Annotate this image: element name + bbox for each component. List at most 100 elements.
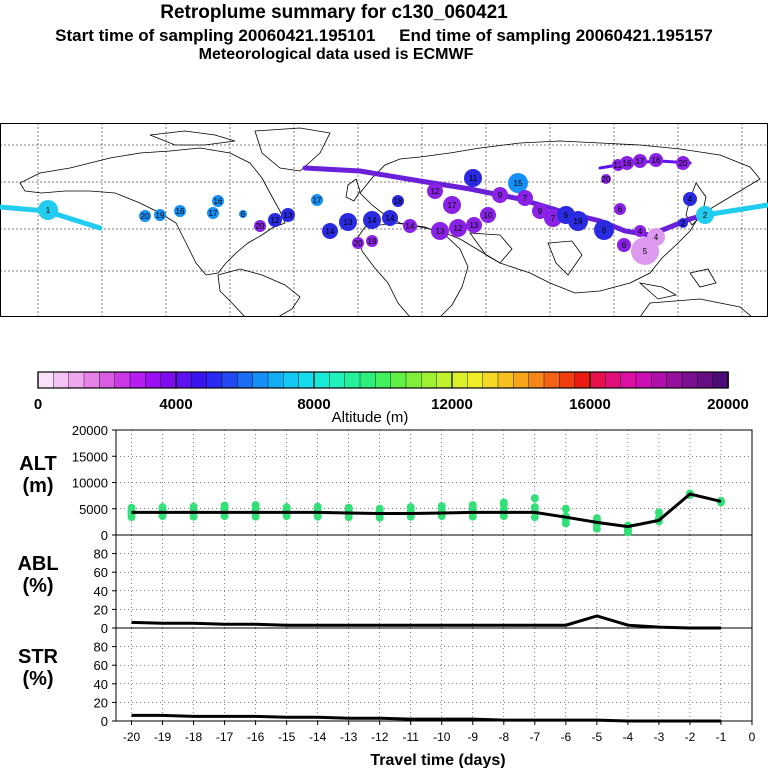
y-tick-label: 0 <box>101 714 108 729</box>
plume-day-label: 14 <box>368 216 377 225</box>
track-cyan-east <box>702 202 768 218</box>
plume-marker-dot <box>649 153 663 167</box>
plume-marker: 17 <box>633 154 647 168</box>
plume-day-label: 6 <box>564 211 569 220</box>
panel-label-alt: (m) <box>22 475 53 497</box>
plume-day-label: 20 <box>602 175 611 184</box>
plume-marker-dot <box>382 210 398 226</box>
plume-day-label: 20 <box>141 212 150 221</box>
x-tick-label: -15 <box>278 730 296 744</box>
plume-marker-dot <box>601 174 611 184</box>
colorbar-cell <box>267 371 285 389</box>
alt-scatter-point <box>654 508 663 517</box>
plume-day-label: 18 <box>394 197 403 206</box>
y-tick-label: 15000 <box>72 449 108 464</box>
colorbar-cell <box>313 371 331 389</box>
plume-day-label: 7 <box>523 194 528 203</box>
alt-scatter-point <box>313 502 322 511</box>
colorbar-cell <box>252 371 269 389</box>
plume-marker-dot <box>139 210 151 222</box>
plume-marker-dot <box>281 208 295 222</box>
alt-scatter-point <box>499 498 508 507</box>
colorbar-cell <box>83 371 101 389</box>
plume-day-label: 1 <box>46 206 51 215</box>
plume-day-label: 6 <box>241 210 246 219</box>
plume-marker: 16 <box>620 156 634 170</box>
colorbar-cell <box>114 371 131 389</box>
plume-day-label: 13 <box>284 211 293 220</box>
plume-marker-dot <box>464 169 482 187</box>
plume-marker-dot <box>392 195 404 207</box>
panel-label-abl: (%) <box>22 575 53 597</box>
plume-marker-dot <box>532 203 548 219</box>
panel-label-str: (%) <box>22 668 53 690</box>
plume-marker: 20 <box>601 174 611 184</box>
plume-day-label: 13 <box>470 221 479 230</box>
x-tick-label: -7 <box>529 730 540 744</box>
colorbar-cell <box>375 371 392 389</box>
x-tick-label: -17 <box>216 730 234 744</box>
colorbar-cell <box>666 371 683 389</box>
plume-marker: 2 <box>696 206 714 224</box>
colorbar-cell <box>497 371 515 389</box>
alt-scatter-point <box>437 502 446 511</box>
colorbar-cell <box>605 371 622 389</box>
plume-marker: 14 <box>382 210 398 226</box>
plume-day-label: 14 <box>326 227 335 236</box>
y-tick-label: 10000 <box>72 476 108 491</box>
colorbar-cell <box>298 371 315 389</box>
x-tick-label: -20 <box>123 730 141 744</box>
x-tick-label: -10 <box>433 730 451 744</box>
plume-marker-dot <box>678 218 688 228</box>
colorbar-cell <box>37 371 55 389</box>
x-tick-label: -11 <box>403 730 420 744</box>
plume-marker: 17 <box>311 194 323 206</box>
plume-marker-dot <box>254 220 266 232</box>
colorbar-cell <box>482 371 499 389</box>
colorbar-cell <box>436 371 453 389</box>
alt-scatter-point <box>375 504 384 513</box>
plume-day-label: 17 <box>636 157 645 166</box>
colorbar-cell <box>451 371 469 389</box>
colorbar-cell <box>344 371 361 389</box>
plume-marker: 4 <box>647 228 665 246</box>
plume-marker-dot <box>449 219 467 237</box>
plume-marker: 2 <box>678 218 688 228</box>
x-tick-label: -1 <box>716 730 727 744</box>
panel-content <box>127 489 725 723</box>
plume-marker: 12 <box>427 183 443 199</box>
plume-day-label: 7 <box>551 214 556 223</box>
colorbar-cell <box>145 371 162 389</box>
x-tick-label: -14 <box>309 730 327 744</box>
altitude-colorbar: 0 4000 8000 12000 16000 20000 Altitude (m) <box>34 371 749 425</box>
colorbar-cell <box>405 371 423 389</box>
plume-day-label: 16 <box>623 159 632 168</box>
colorbar-cell <box>543 371 561 389</box>
alt-scatter-point <box>561 504 570 513</box>
plume-day-label: 12 <box>614 161 623 170</box>
alt-scatter-point <box>220 501 229 510</box>
x-tick-label: -2 <box>685 730 696 744</box>
plume-day-label: 9 <box>498 191 503 200</box>
plume-marker: 13 <box>431 222 449 240</box>
plume-marker-dot <box>696 206 714 224</box>
plume-marker: 18 <box>392 195 404 207</box>
alt-mean-line <box>131 492 722 529</box>
y-tick-label: 0 <box>101 528 108 543</box>
plume-day-label: 13 <box>344 218 353 227</box>
colorbar-tick-label: 16000 <box>569 396 611 413</box>
colorbar-cell <box>574 371 591 389</box>
alt-scatter-point <box>530 503 539 512</box>
plume-marker-dot <box>676 156 690 170</box>
sampling-time-line: Start time of sampling 20060421.195101 E… <box>55 26 713 45</box>
colorbar-cell <box>175 371 193 389</box>
plume-marker-dot <box>363 211 381 229</box>
colorbar-cell <box>53 371 70 389</box>
timeseries-panels: 05000100001500020000ALT(m)020406080ABL(%… <box>17 425 755 768</box>
plume-marker-dot <box>311 194 323 206</box>
colorbar-cell <box>99 371 116 389</box>
alt-scatter-point <box>530 494 539 503</box>
plume-marker-dot <box>634 225 646 237</box>
colorbar-cell <box>68 371 85 389</box>
